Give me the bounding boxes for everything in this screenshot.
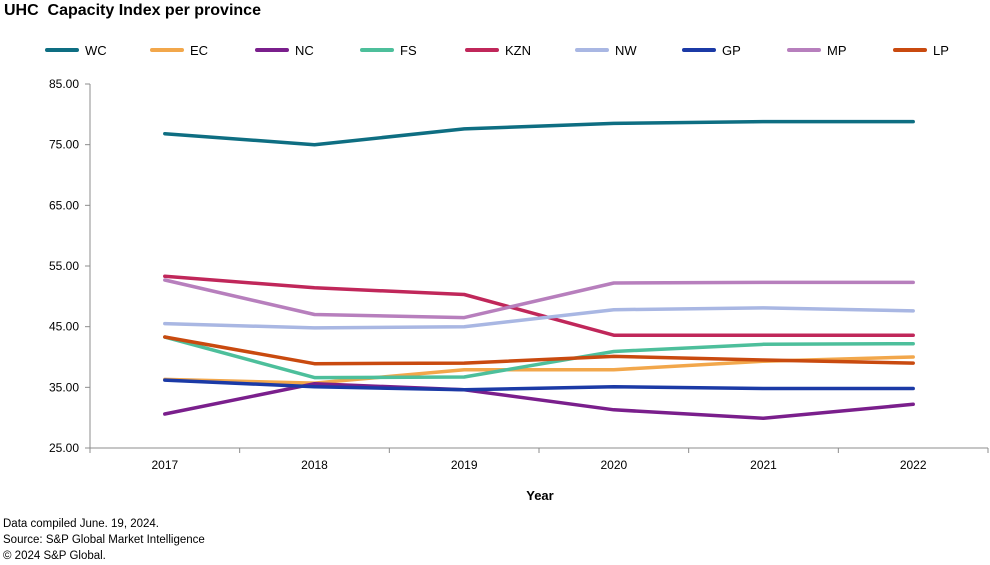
footnote-copyright: © 2024 S&P Global. [3, 550, 106, 562]
legend-label-ec: EC [190, 42, 209, 58]
legend-swatch-ec [150, 48, 184, 52]
y-tick-label: 35.00 [49, 380, 79, 394]
legend-label-mp: MP [827, 42, 847, 58]
legend-swatch-nw [575, 48, 609, 52]
legend-label-gp: GP [722, 42, 741, 58]
series-line-gp [163, 378, 915, 392]
legend-swatch-mp [787, 48, 821, 52]
legend-label-lp: LP [933, 42, 949, 58]
x-tick-label: 2017 [151, 458, 178, 472]
legend-label-wc: WC [85, 42, 107, 58]
y-tick-label: 45.00 [49, 320, 79, 334]
y-tick-label: 25.00 [49, 441, 79, 455]
legend-swatch-gp [682, 48, 716, 52]
legend-swatch-kzn [465, 48, 499, 52]
legend-item-nw: NW [575, 38, 637, 62]
legend-label-kzn: KZN [505, 42, 531, 58]
x-tick-label: 2021 [750, 458, 777, 472]
series-line-fs [163, 335, 915, 380]
legend-swatch-wc [45, 48, 79, 52]
series-line-mp [163, 278, 915, 320]
legend-label-nw: NW [615, 42, 637, 58]
y-tick-label: 85.00 [49, 77, 79, 91]
x-tick-label: 2018 [301, 458, 328, 472]
legend-swatch-nc [255, 48, 289, 52]
legend-item-fs: FS [360, 38, 417, 62]
legend-item-lp: LP [893, 38, 949, 62]
series-line-nw [163, 306, 915, 330]
legend-label-fs: FS [400, 42, 417, 58]
legend-item-gp: GP [682, 38, 741, 62]
series-line-wc [163, 119, 915, 147]
legend-swatch-lp [893, 48, 927, 52]
legend-item-mp: MP [787, 38, 847, 62]
legend-item-kzn: KZN [465, 38, 531, 62]
x-tick-label: 2022 [900, 458, 927, 472]
y-tick-label: 65.00 [49, 198, 79, 212]
y-tick-label: 75.00 [49, 138, 79, 152]
legend-label-nc: NC [295, 42, 314, 58]
legend-item-ec: EC [150, 38, 208, 62]
chart-title: UHC Capacity Index per province [4, 2, 261, 19]
legend-item-nc: NC [255, 38, 314, 62]
legend-item-wc: WC [45, 38, 107, 62]
series-line-lp [163, 335, 915, 366]
series-line-kzn [163, 274, 915, 337]
x-axis-title: Year [526, 488, 554, 503]
legend-swatch-fs [360, 48, 394, 52]
y-tick-label: 55.00 [49, 259, 79, 273]
series-line-nc [163, 381, 915, 421]
footnotes: Data compiled June. 19, 2024. Source: S&… [3, 516, 205, 564]
footnote-source: Source: S&P Global Market Intelligence [3, 534, 205, 546]
footnote-date: Data compiled June. 19, 2024. [3, 518, 159, 530]
chart-legend: WC EC NC FS KZN NW GP MP LP [0, 38, 990, 62]
x-tick-label: 2020 [600, 458, 627, 472]
x-tick-label: 2019 [451, 458, 478, 472]
